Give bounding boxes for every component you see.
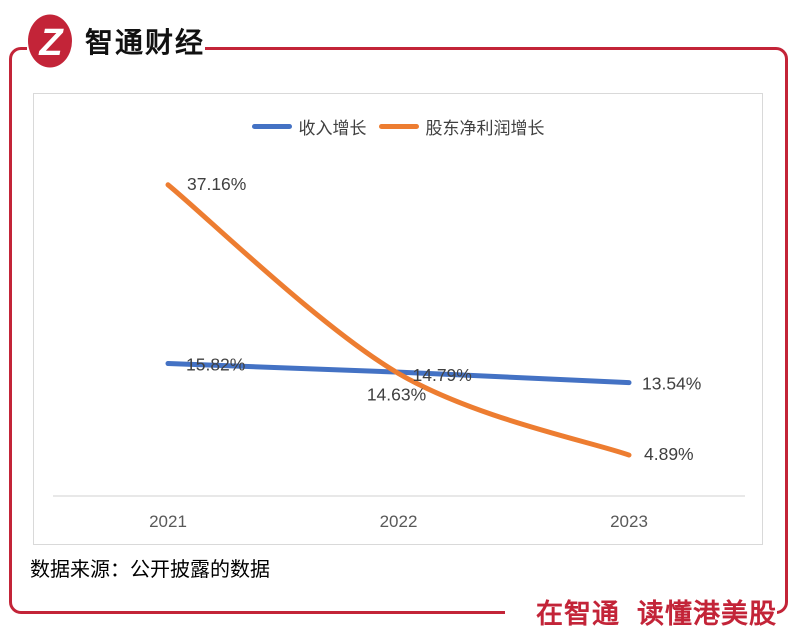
legend-label: 股东净利润增长 — [425, 119, 545, 138]
slogan-container: 在智通 读懂港美股 — [505, 588, 777, 634]
chart-legend: 收入增长 股东净利润增长 — [34, 114, 762, 139]
line-chart: 15.82% 14.79% 13.54% 37.16% 14.63% 4.89% 2021 2… — [53, 174, 745, 531]
data-label-s1-1: 14.63% — [367, 384, 426, 404]
logo-monogram: Z — [38, 22, 64, 64]
data-label-s0-2: 13.54% — [642, 374, 701, 394]
x-tick-2022: 2022 — [380, 512, 418, 531]
legend-swatch-blue — [251, 124, 292, 129]
brand-title: 智通财经 — [84, 27, 205, 58]
data-source-note: 数据来源：公开披露的数据 — [30, 559, 270, 581]
data-label-s0-0: 15.82% — [186, 355, 245, 375]
brand-slogan: 在智通 读懂港美股 — [535, 598, 777, 629]
chart-area: 15.82% 14.79% 13.54% 37.16% 14.63% 4.89% 2021 2… — [33, 93, 763, 545]
legend-label: 收入增长 — [298, 119, 367, 138]
data-label-s1-0: 37.16% — [187, 174, 246, 194]
legend-swatch-orange — [378, 124, 419, 129]
x-tick-2023: 2023 — [610, 512, 648, 531]
data-label-s1-2: 4.89% — [644, 444, 694, 464]
series-line-1 — [165, 182, 632, 458]
brand-logo: Z — [27, 14, 72, 68]
brand-frame — [9, 47, 788, 614]
legend-item-net-profit-growth: 股东净利润增长 — [378, 114, 545, 139]
logo-circle — [27, 14, 72, 68]
data-label-s0-1: 14.79% — [413, 365, 472, 385]
x-tick-2021: 2021 — [149, 512, 187, 531]
legend-item-revenue-growth: 收入增长 — [251, 114, 367, 139]
header: Z 智通财经 — [27, 10, 205, 72]
